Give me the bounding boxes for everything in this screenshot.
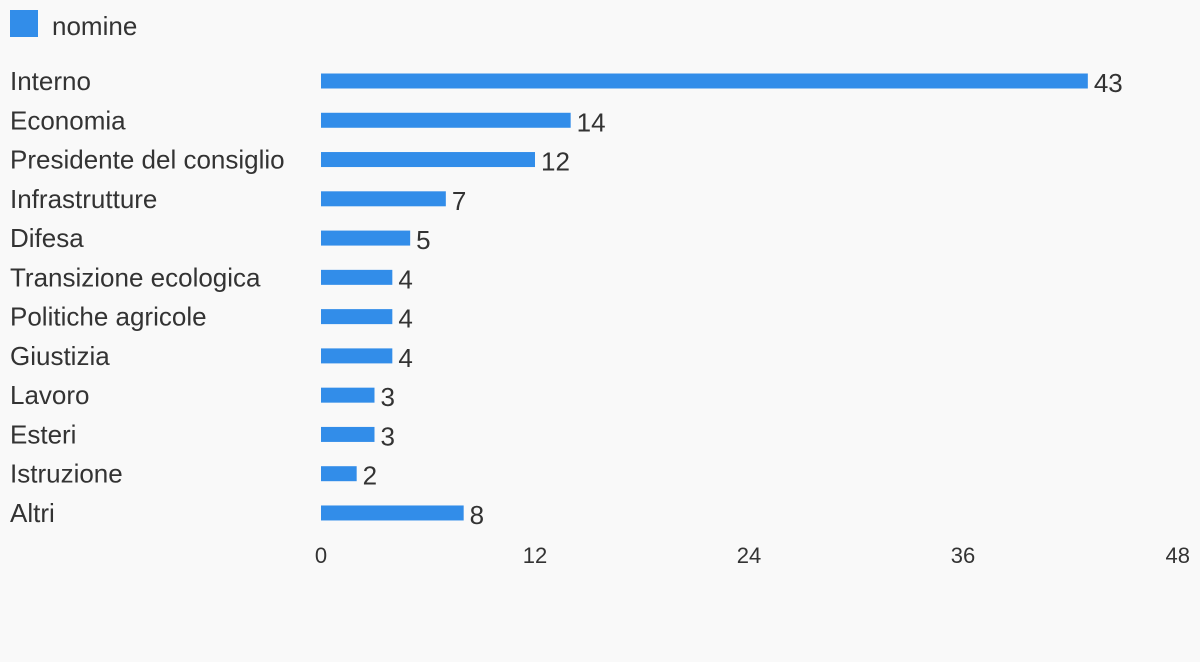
x-axis: 0 12 24 36 48 bbox=[315, 543, 1190, 568]
value-label: 7 bbox=[452, 186, 466, 216]
x-tick-label: 36 bbox=[951, 543, 975, 568]
value-label: 12 bbox=[541, 147, 570, 177]
bar bbox=[321, 348, 393, 364]
category-label: Esteri bbox=[10, 419, 76, 449]
x-tick-label: 24 bbox=[737, 543, 761, 568]
value-label: 2 bbox=[363, 461, 377, 491]
bar bbox=[321, 269, 393, 285]
bar bbox=[321, 152, 535, 168]
legend-label: nomine bbox=[52, 11, 137, 41]
value-label: 4 bbox=[398, 343, 412, 373]
category-label: Altri bbox=[10, 498, 55, 528]
value-label: 3 bbox=[381, 382, 395, 412]
category-label: Politiche agricole bbox=[10, 302, 207, 332]
legend-swatch bbox=[10, 10, 38, 37]
bar bbox=[321, 309, 393, 325]
value-label: 3 bbox=[381, 421, 395, 451]
bar bbox=[321, 230, 411, 246]
category-label: Interno bbox=[10, 66, 91, 96]
value-label: 5 bbox=[416, 225, 430, 255]
category-label: Difesa bbox=[10, 223, 84, 253]
bar bbox=[321, 505, 464, 521]
bar bbox=[321, 73, 1088, 89]
category-label: Presidente del consiglio bbox=[10, 145, 285, 175]
bar bbox=[321, 426, 375, 442]
bar bbox=[321, 387, 375, 403]
bar bbox=[321, 112, 571, 128]
legend: nomine bbox=[10, 10, 137, 41]
x-tick-label: 0 bbox=[315, 543, 327, 568]
bars-group bbox=[321, 73, 1088, 521]
value-label: 4 bbox=[398, 304, 412, 334]
category-label: Economia bbox=[10, 105, 126, 135]
bar bbox=[321, 466, 357, 482]
category-label: Istruzione bbox=[10, 459, 123, 489]
x-tick-label: 12 bbox=[523, 543, 547, 568]
category-label: Lavoro bbox=[10, 380, 90, 410]
x-tick-label: 48 bbox=[1166, 543, 1190, 568]
value-label: 4 bbox=[398, 264, 412, 294]
value-label: 8 bbox=[470, 500, 484, 530]
category-label: Giustizia bbox=[10, 341, 110, 371]
category-labels: Interno Economia Presidente del consiglio I… bbox=[10, 66, 285, 528]
category-label: Infrastrutture bbox=[10, 184, 157, 214]
category-label: Transizione ecologica bbox=[10, 262, 261, 292]
bar bbox=[321, 191, 446, 207]
value-label: 14 bbox=[577, 107, 606, 137]
value-label: 43 bbox=[1094, 68, 1123, 98]
